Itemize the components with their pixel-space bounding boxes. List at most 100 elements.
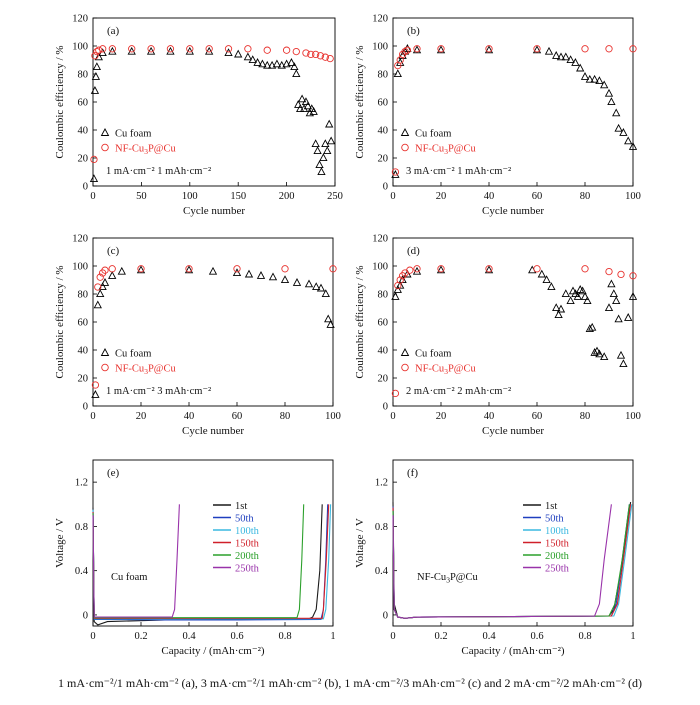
x-tick-label: 40 — [484, 411, 495, 422]
x-tick-label: 0 — [90, 191, 95, 202]
y-tick-label: 0 — [383, 182, 388, 193]
panel-label: (c) — [107, 245, 120, 257]
data-point — [280, 275, 290, 284]
data-point — [609, 289, 618, 298]
x-axis-label: Cycle number — [482, 205, 544, 217]
data-point — [566, 55, 575, 64]
data-point — [101, 266, 109, 274]
y-tick-label: 40 — [78, 346, 89, 357]
condition-label: 3 mA·cm⁻² 1 mAh·cm⁻² — [406, 166, 511, 177]
data-point — [292, 69, 301, 78]
y-tick-label: 20 — [378, 374, 389, 385]
data-point — [542, 275, 551, 284]
data-point — [186, 45, 194, 53]
legend-marker — [101, 143, 109, 152]
data-point — [244, 45, 252, 53]
data-point — [321, 289, 330, 298]
data-point — [533, 45, 541, 53]
plot-frame — [392, 17, 634, 187]
legend-marker — [400, 128, 410, 136]
legend-label: 150th — [235, 539, 260, 550]
data-point — [600, 352, 609, 361]
data-point — [325, 119, 334, 128]
x-tick-label: 100 — [625, 191, 641, 202]
x-tick-label: 0 — [390, 191, 395, 202]
data-point — [268, 272, 278, 281]
data-point — [573, 292, 582, 300]
x-tick-label: 0.2 — [434, 631, 447, 642]
data-point — [282, 46, 291, 54]
data-point — [127, 46, 136, 55]
x-tick-label: 0.6 — [530, 631, 543, 642]
data-point — [147, 45, 155, 53]
data-point — [166, 45, 175, 53]
plot-area — [392, 502, 633, 619]
data-point — [96, 273, 104, 281]
data-point — [566, 296, 575, 305]
figure-caption: 1 mA·cm⁻²/1 mAh·cm⁻² (a), 3 mA·cm⁻²/1 mA… — [58, 676, 642, 690]
series-150th — [92, 504, 330, 619]
data-point — [185, 46, 194, 55]
y-tick-label: 80 — [78, 290, 89, 301]
x-axis-label: Cycle number — [482, 425, 544, 437]
data-point — [544, 46, 554, 55]
y-tick-label: 100 — [372, 42, 388, 53]
inset-label: NF-Cu3P@Cu — [417, 572, 478, 585]
data-point — [324, 314, 333, 323]
plot-area — [391, 265, 638, 398]
y-tick-label: 0 — [83, 610, 88, 621]
data-point — [588, 322, 597, 331]
panel-label: (b) — [407, 25, 420, 37]
inset-label: Cu foam — [111, 572, 147, 583]
x-tick-label: 0.6 — [230, 631, 243, 642]
legend-marker — [100, 128, 110, 136]
y-tick-label: 0.4 — [375, 566, 389, 577]
data-point — [290, 62, 299, 71]
condition-label: 1 mA·cm⁻² 1 mAh·cm⁻² — [106, 166, 211, 177]
data-point — [547, 282, 556, 291]
y-tick-label: 40 — [78, 126, 89, 137]
data-point — [406, 266, 414, 274]
data-point — [437, 45, 445, 53]
data-point — [391, 292, 400, 300]
data-point — [554, 310, 563, 319]
legend-marker — [400, 348, 410, 356]
data-point — [224, 45, 233, 53]
data-point — [108, 45, 117, 53]
data-point — [326, 54, 334, 63]
x-tick-label: 0 — [390, 411, 395, 422]
series-1st — [392, 502, 632, 619]
data-point — [612, 108, 621, 117]
data-point — [312, 282, 321, 291]
data-point — [485, 45, 493, 53]
data-point — [412, 266, 422, 275]
series-NF-Cu3P@Cu — [391, 265, 637, 398]
y-tick-label: 100 — [72, 42, 88, 53]
x-tick-label: 250 — [327, 191, 343, 202]
data-point — [576, 63, 585, 72]
plot-area — [91, 265, 337, 398]
x-tick-label: 40 — [184, 411, 195, 422]
x-tick-label: 0 — [90, 631, 95, 642]
data-point — [205, 46, 214, 55]
data-point — [232, 268, 242, 277]
y-axis-label: Coulombic efficiency / % — [54, 265, 66, 378]
data-point — [321, 139, 330, 148]
data-point — [391, 170, 400, 178]
data-point — [617, 270, 625, 279]
y-tick-label: 100 — [372, 262, 388, 273]
x-tick-label: 50 — [136, 191, 147, 202]
data-point — [94, 52, 103, 61]
y-tick-label: 20 — [378, 154, 389, 165]
data-point — [282, 59, 291, 68]
series-NF-Cu3P@Cu — [391, 45, 637, 176]
data-point — [393, 69, 402, 78]
y-tick-label: 80 — [378, 70, 389, 81]
y-tick-label: 120 — [72, 14, 88, 25]
data-point — [561, 52, 570, 61]
data-point — [272, 59, 282, 68]
panel-label: (e) — [107, 467, 120, 479]
data-point — [321, 53, 329, 61]
x-axis-label: Capacity / (mAh·cm⁻²) — [461, 645, 565, 657]
